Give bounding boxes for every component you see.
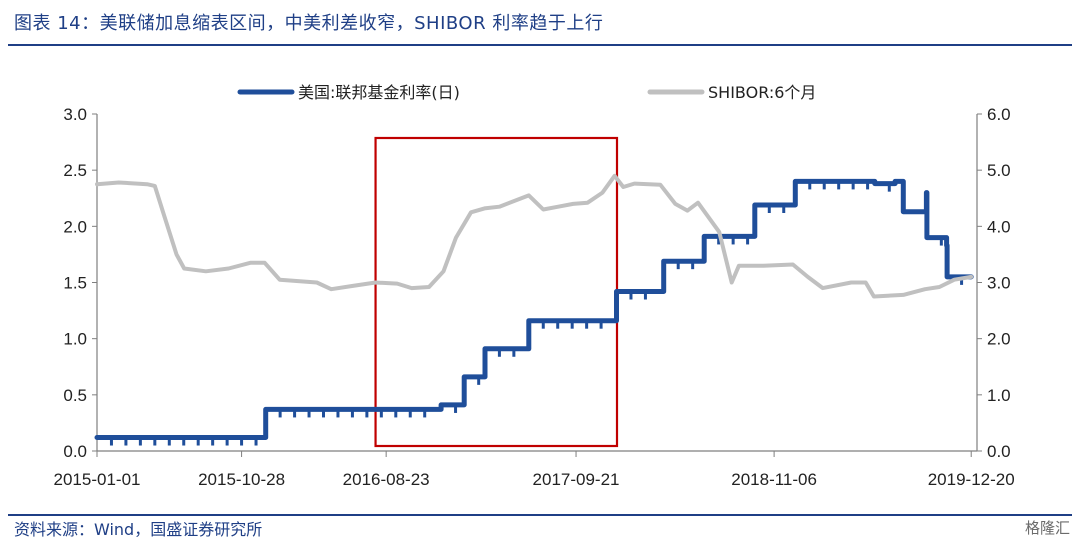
right-y-tick-label: 3.0 [987, 274, 1011, 293]
right-y-tick-label: 4.0 [987, 217, 1011, 236]
left-y-tick-label: 2.0 [63, 217, 87, 236]
x-tick-label: 2016-08-23 [343, 470, 430, 489]
legend: 美国:联邦基金利率(日) SHIBOR:6个月 [237, 83, 816, 102]
plot-frame [92, 113, 982, 457]
highlight-box [374, 136, 619, 448]
right-y-tick-label: 2.0 [987, 330, 1011, 349]
x-tick-label: 2015-10-28 [198, 470, 285, 489]
footer-divider [8, 514, 1072, 516]
right-y-tick-label: 0.0 [987, 442, 1011, 461]
left-y-tick-label: 2.5 [63, 161, 87, 180]
left-y-tick-label: 0.0 [63, 442, 87, 461]
series-line-fed-funds [94, 178, 974, 440]
source-note: 资料来源：Wind，国盛证券研究所 [14, 520, 263, 539]
watermark: 格隆汇 [1024, 519, 1070, 537]
x-tick-label: 2018-11-06 [731, 470, 817, 489]
title-divider [8, 44, 1072, 46]
highlight-box-layer [374, 136, 619, 448]
legend-label-fed-funds: 美国:联邦基金利率(日) [298, 83, 460, 102]
left-y-tick-label: 0.5 [63, 386, 87, 405]
right-y-tick-label: 1.0 [987, 386, 1011, 405]
right-y-tick-label: 5.0 [987, 161, 1011, 180]
series-layer [94, 173, 974, 446]
left-y-tick-label: 3.0 [63, 105, 87, 124]
left-y-tick-label: 1.5 [63, 274, 87, 293]
legend-label-shibor: SHIBOR:6个月 [708, 83, 816, 102]
right-y-tick-label: 6.0 [987, 105, 1011, 124]
x-tick-label: 2019-12-20 [928, 470, 1015, 489]
series-line-shibor [95, 173, 974, 299]
x-tick-label: 2015-01-01 [54, 470, 141, 489]
page-title: 图表 14：美联储加息缩表区间，中美利差收窄，SHIBOR 利率趋于上行 [14, 13, 604, 34]
x-tick-label: 2017-09-21 [533, 470, 620, 489]
left-y-tick-label: 1.0 [63, 330, 87, 349]
tick-label-layer: 0.0 0.5 1.0 1.5 2.0 2.5 3.0 0.0 1.0 2.0 3.0 4.0 5.0 6… [54, 105, 1015, 489]
